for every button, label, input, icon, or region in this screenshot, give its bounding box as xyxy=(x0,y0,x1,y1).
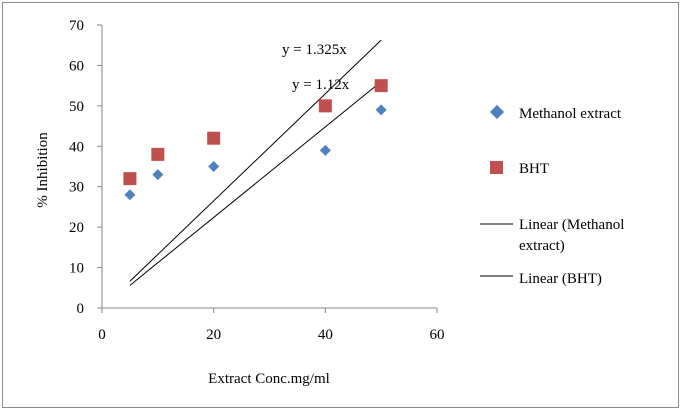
plot-area: 0 20 40 60 0 10 20 30 40 50 60 70 y = 1.12x y = 1.3… xyxy=(69,18,445,343)
legend-square-marker xyxy=(490,161,503,174)
legend: Methanol extract BHT Linear (Methanol ext… xyxy=(480,104,624,287)
trendline-methanol xyxy=(129,81,382,286)
y-ticks: 0 10 20 30 40 50 60 70 xyxy=(69,18,102,317)
x-tick-label: 0 xyxy=(98,327,106,343)
y-tick-label: 0 xyxy=(77,301,85,317)
legend-item-linear-bht: Linear (BHT) xyxy=(480,271,602,287)
x-tick-label: 60 xyxy=(430,327,445,343)
data-point-bht xyxy=(151,147,165,161)
equation-label-bht: y = 1.325x xyxy=(282,42,347,58)
x-tick-label: 40 xyxy=(318,327,333,343)
data-point-bht xyxy=(207,131,221,145)
data-point-methanol xyxy=(208,161,220,172)
trendlines xyxy=(129,39,382,286)
y-tick-label: 20 xyxy=(69,220,84,236)
legend-item-linear-methanol: Linear (Methanol extract) xyxy=(480,217,624,254)
trendline-bht xyxy=(129,39,382,282)
x-tick-label: 20 xyxy=(206,327,221,343)
y-tick-label: 60 xyxy=(69,58,84,74)
y-tick-label: 50 xyxy=(69,99,84,115)
legend-label-linear-methanol: Linear (Methanol extract) xyxy=(519,217,624,254)
chart-frame xyxy=(2,2,679,408)
data-point-bht xyxy=(374,79,388,93)
y-tick-label: 30 xyxy=(69,180,84,196)
y-tick-label: 10 xyxy=(69,261,84,277)
data-point-methanol xyxy=(375,104,387,116)
data-point-methanol xyxy=(124,189,136,201)
legend-label-bht: BHT xyxy=(519,161,549,177)
data-point-bht xyxy=(318,99,332,113)
data-point-methanol xyxy=(152,169,164,181)
y-tick-label: 70 xyxy=(69,18,84,34)
legend-item-bht: BHT xyxy=(490,161,549,177)
data-point-methanol xyxy=(319,144,331,156)
legend-label-methanol: Methanol extract xyxy=(519,106,622,122)
x-ticks: 0 20 40 60 xyxy=(98,308,445,343)
data-markers xyxy=(123,79,388,201)
legend-item-methanol: Methanol extract xyxy=(489,104,622,122)
equation-label-methanol: y = 1.12x xyxy=(292,77,350,93)
y-tick-label: 40 xyxy=(69,139,84,155)
y-axis-title: % Inhibition xyxy=(35,132,51,208)
trendline-equations: y = 1.12x y = 1.325x xyxy=(282,42,350,93)
legend-diamond-marker xyxy=(489,104,505,120)
x-axis-title: Extract Conc.mg/ml xyxy=(208,371,330,387)
legend-label-linear-bht: Linear (BHT) xyxy=(519,271,602,287)
data-point-bht xyxy=(123,172,137,186)
